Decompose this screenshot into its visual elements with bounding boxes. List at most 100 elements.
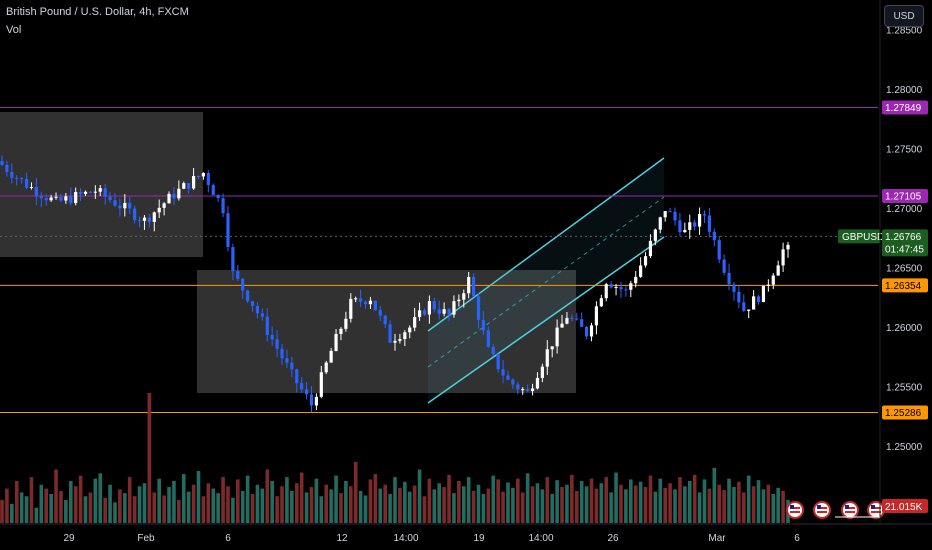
last-price-box-bg [882, 229, 928, 257]
volume-bar-3 [14, 480, 19, 523]
volume-bar-117 [574, 490, 579, 523]
volume-bar-101 [496, 479, 500, 523]
candle-body-96 [472, 277, 476, 297]
candle-body-140 [688, 222, 692, 230]
volume-bar-113 [555, 480, 559, 523]
price-axis-label-6: 1.25500 [886, 383, 923, 394]
volume-bar-45 [221, 477, 225, 523]
candle-body-67 [329, 350, 333, 363]
us-event-icon-3 [841, 501, 859, 519]
candle-body-74 [363, 301, 368, 305]
volume-bar-68 [334, 475, 338, 523]
candle-body-145 [712, 231, 716, 241]
candle-body-148 [727, 272, 731, 285]
candle-body-14 [69, 196, 73, 204]
candle-body-62 [304, 389, 309, 395]
candle-body-100 [491, 346, 495, 355]
price-axis-label-1: 1.28000 [886, 85, 923, 96]
channel-upper-line [427, 157, 665, 332]
candle-body-128 [629, 283, 633, 290]
volume-bar-95 [466, 477, 471, 523]
level-label-1: 1.27849 [882, 100, 928, 115]
volume-bar-13 [64, 500, 68, 523]
volume-bar-30 [147, 393, 152, 523]
candle-body-142 [697, 214, 702, 227]
price-axis-label-3: 1.27000 [886, 204, 923, 215]
candle-body-45 [221, 198, 225, 214]
level-label-text: 1.25286 [885, 408, 922, 419]
candle-body-77 [378, 310, 382, 316]
volume-bar-122 [599, 483, 604, 523]
volume-bar-29 [142, 483, 147, 523]
level-label-bg [882, 405, 928, 420]
candle-body-1 [5, 164, 9, 172]
volume-bar-62 [304, 492, 309, 523]
candle-body-138 [678, 220, 682, 233]
level-label-bg [882, 189, 928, 204]
volume-bar-96 [471, 490, 476, 523]
volume-bar-87 [427, 478, 432, 523]
volume-bar-90 [442, 487, 446, 523]
candle-body-83 [408, 327, 412, 333]
volume-bar-81 [398, 487, 402, 523]
candle-body-7 [34, 186, 38, 197]
candle-body-41 [201, 172, 206, 177]
candle-body-39 [191, 176, 196, 189]
currency-button[interactable]: USD [884, 5, 924, 27]
candle-body-127 [624, 289, 628, 291]
time-axis-label-8: Mar [708, 533, 726, 544]
volume-bar-70 [344, 480, 348, 523]
volume-bar-40 [196, 471, 201, 523]
candle-body-6 [29, 186, 34, 188]
candle-body-120 [589, 325, 594, 337]
volume-bar-64 [314, 478, 319, 523]
volume-bar-6 [29, 477, 34, 523]
candle-body-44 [216, 194, 220, 199]
volume-bar-99 [486, 488, 491, 523]
candle-body-130 [639, 265, 643, 277]
us-event-icon-stripe [817, 507, 827, 509]
candle-body-95 [467, 277, 471, 294]
volume-bar-115 [565, 484, 569, 523]
candle-body-36 [177, 188, 181, 199]
candle-body-63 [309, 394, 314, 406]
volume-bar-136 [668, 483, 672, 523]
level-label-4: 1.25286 [882, 405, 928, 420]
volume-bar-1 [5, 488, 9, 523]
volume-bar-16 [78, 475, 83, 523]
volume-indicator-label[interactable]: Vol [6, 24, 22, 36]
level-label-text: 1.27105 [885, 192, 922, 203]
volume-bar-7 [34, 507, 39, 523]
volume-bar-128 [629, 479, 633, 523]
volume-bar-111 [545, 477, 550, 523]
candle-body-21 [103, 188, 107, 197]
volume-bar-145 [712, 467, 717, 523]
candle-body-103 [506, 375, 510, 380]
consolidation-box-2 [197, 270, 576, 393]
level-label-text: 1.27849 [885, 103, 922, 114]
candle-body-144 [707, 215, 711, 232]
us-event-icon-stripe [871, 507, 881, 509]
volume-bar-149 [732, 487, 736, 523]
candle-body-33 [162, 203, 166, 208]
volume-bar-78 [383, 484, 387, 523]
volume-bar-58 [285, 477, 289, 523]
volume-bar-57 [280, 486, 284, 523]
candle-body-31 [152, 212, 156, 222]
us-event-icon-circle [786, 501, 804, 519]
volume-bar-100 [491, 475, 496, 523]
candle-body-65 [319, 372, 323, 397]
candle-body-68 [334, 333, 338, 351]
candle-body-156 [766, 284, 770, 286]
candle-body-121 [594, 306, 599, 326]
volume-bar-79 [388, 493, 392, 523]
volume-bar-92 [452, 493, 456, 523]
volume-bar-47 [231, 497, 235, 523]
candle-body-94 [462, 293, 466, 300]
volume-bar-75 [368, 479, 373, 523]
candle-body-54 [265, 316, 269, 335]
candle-body-9 [44, 198, 48, 201]
candle-body-160 [786, 244, 790, 250]
volume-bar-22 [108, 484, 112, 523]
